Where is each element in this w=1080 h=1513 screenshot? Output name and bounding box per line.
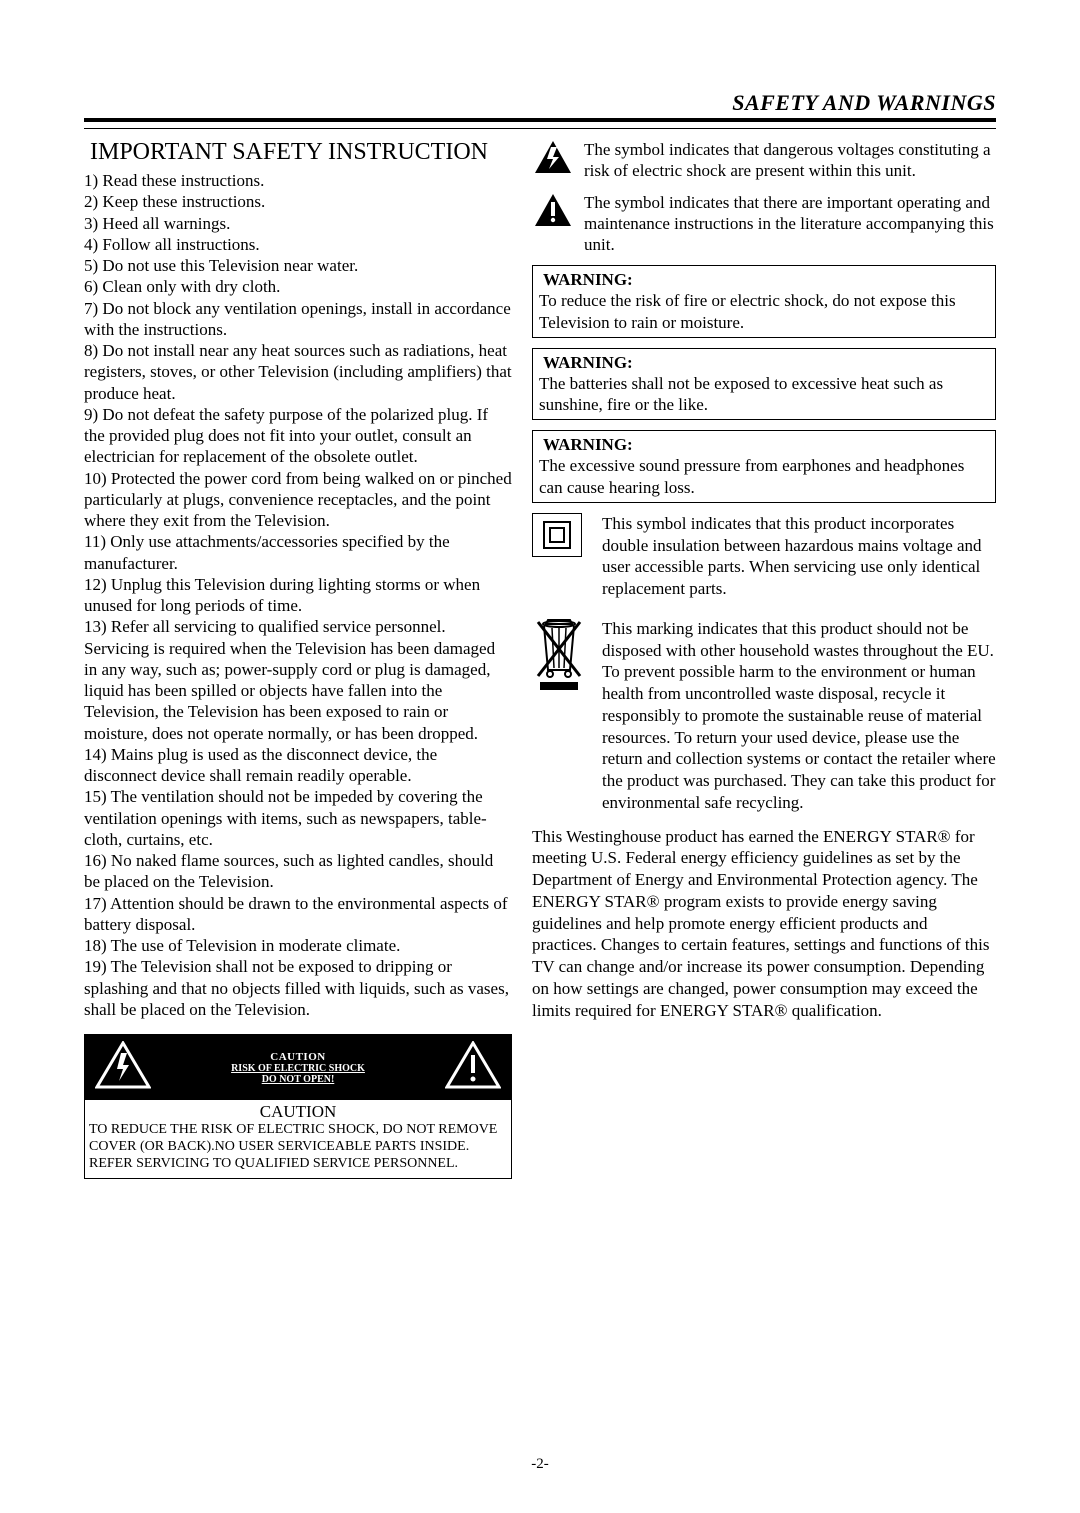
- left-column: IMPORTANT SAFETY INSTRUCTION 1) Read the…: [84, 139, 512, 1179]
- header-rule: [84, 128, 996, 129]
- caution-heading: CAUTION: [89, 1102, 507, 1122]
- section-title: IMPORTANT SAFETY INSTRUCTION: [90, 139, 512, 166]
- caution-label: CAUTION: [151, 1051, 445, 1063]
- caution-bottom: CAUTION TO REDUCE THE RISK OF ELECTRIC S…: [85, 1100, 511, 1178]
- instruction-list: 1) Read these instructions. 2) Keep thes…: [84, 170, 512, 1020]
- symbol-shock-text: The symbol indicates that dangerous volt…: [584, 139, 996, 182]
- instruction-item: 16) No naked flame sources, such as ligh…: [84, 850, 512, 893]
- weee-text: This marking indicates that this product…: [602, 618, 996, 814]
- warning-box: WARNING: To reduce the risk of fire or e…: [532, 265, 996, 338]
- instruction-item: 15) The ventilation should not be impede…: [84, 786, 512, 850]
- instruction-item: 1) Read these instructions.: [84, 170, 512, 191]
- symbol-row-exclaim: The symbol indicates that there are impo…: [532, 192, 996, 256]
- caution-risk-label: RISK OF ELECTRIC SHOCK: [151, 1063, 445, 1074]
- instruction-item: 17) Attention should be drawn to the env…: [84, 893, 512, 936]
- double-insulation-icon: [532, 513, 582, 557]
- warning-title: WARNING:: [539, 270, 989, 290]
- caution-block: CAUTION RISK OF ELECTRIC SHOCK DO NOT OP…: [84, 1034, 512, 1179]
- instruction-item: 14) Mains plug is used as the disconnect…: [84, 744, 512, 787]
- instruction-item: 3) Heed all warnings.: [84, 213, 512, 234]
- instruction-item: 4) Follow all instructions.: [84, 234, 512, 255]
- instruction-item: 7) Do not block any ventilation openings…: [84, 298, 512, 341]
- exclamation-triangle-icon: [445, 1041, 501, 1094]
- double-insulation-row: This symbol indicates that this product …: [532, 513, 996, 600]
- instruction-item: 19) The Television shall not be exposed …: [84, 956, 512, 1020]
- warning-box: WARNING: The excessive sound pressure fr…: [532, 430, 996, 503]
- symbol-exclaim-text: The symbol indicates that there are impo…: [584, 192, 996, 256]
- right-column: The symbol indicates that dangerous volt…: [532, 139, 996, 1179]
- instruction-item: 2) Keep these instructions.: [84, 191, 512, 212]
- shock-triangle-icon: [95, 1041, 151, 1094]
- warning-body: To reduce the risk of fire or electric s…: [539, 290, 989, 333]
- caution-center-text: CAUTION RISK OF ELECTRIC SHOCK DO NOT OP…: [151, 1051, 445, 1085]
- warning-title: WARNING:: [539, 353, 989, 373]
- page-number: -2-: [531, 1456, 549, 1473]
- symbol-row-shock: The symbol indicates that dangerous volt…: [532, 139, 996, 182]
- caution-donotopen-label: DO NOT OPEN!: [151, 1074, 445, 1085]
- instruction-item: 18) The use of Television in moderate cl…: [84, 935, 512, 956]
- weee-row: This marking indicates that this product…: [532, 618, 996, 814]
- caution-top-bar: CAUTION RISK OF ELECTRIC SHOCK DO NOT OP…: [85, 1035, 511, 1100]
- instruction-item: 11) Only use attachments/accessories spe…: [84, 531, 512, 574]
- exclamation-triangle-icon: [533, 192, 573, 233]
- instruction-item: 10) Protected the power cord from being …: [84, 468, 512, 532]
- instruction-item: 9) Do not defeat the safety purpose of t…: [84, 404, 512, 468]
- two-column-layout: IMPORTANT SAFETY INSTRUCTION 1) Read the…: [84, 139, 996, 1179]
- warning-title: WARNING:: [539, 435, 989, 455]
- shock-triangle-icon: [533, 139, 573, 180]
- warning-body: The excessive sound pressure from earpho…: [539, 455, 989, 498]
- instruction-item: 13) Refer all servicing to qualified ser…: [84, 616, 512, 744]
- caution-body: TO REDUCE THE RISK OF ELECTRIC SHOCK, DO…: [89, 1122, 507, 1172]
- energy-star-text: This Westinghouse product has earned the…: [532, 826, 996, 1022]
- instruction-item: 5) Do not use this Television near water…: [84, 255, 512, 276]
- warning-box: WARNING: The batteries shall not be expo…: [532, 348, 996, 421]
- warning-body: The batteries shall not be exposed to ex…: [539, 373, 989, 416]
- double-insulation-text: This symbol indicates that this product …: [602, 513, 996, 600]
- weee-bin-icon: [532, 681, 586, 698]
- instruction-item: 6) Clean only with dry cloth.: [84, 276, 512, 297]
- instruction-item: 8) Do not install near any heat sources …: [84, 340, 512, 404]
- instruction-item: 12) Unplug this Television during lighti…: [84, 574, 512, 617]
- page-header: SAFETY AND WARNINGS: [84, 90, 996, 122]
